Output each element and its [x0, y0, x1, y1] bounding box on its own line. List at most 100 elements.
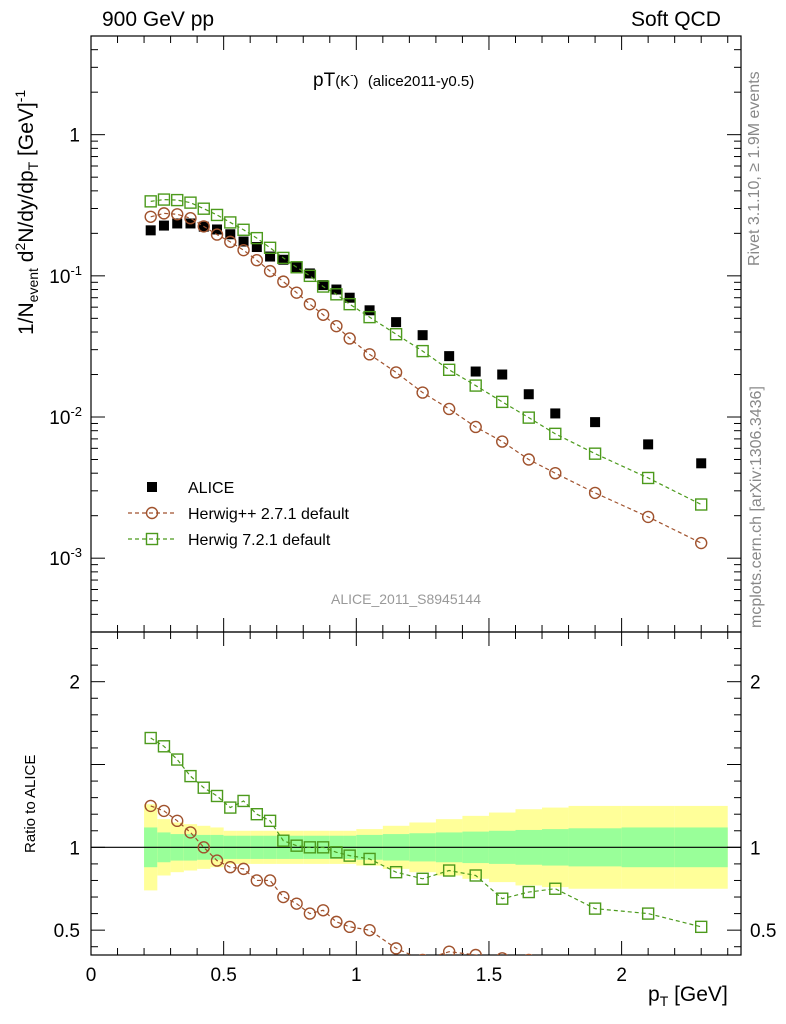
plot-title-main: pT: [313, 70, 336, 91]
main-point-series-0: [331, 284, 342, 295]
main-point-series-1: [303, 297, 317, 311]
main-point-series-2: [330, 288, 343, 301]
main-point-series-2: [263, 241, 277, 254]
y-tick-label-ratio-right: 2: [750, 673, 761, 694]
main-point-series-0: [643, 439, 654, 450]
axis-tick-labels: 0 0.5 1 1.5 2 1 10-1 10-2 10-3 0.5 0.5 1 1 2 2: [49, 126, 776, 986]
y-tick-label-ratio-left: 2: [69, 673, 80, 694]
main-point-series-0: [550, 408, 561, 419]
main-point-series-2: [210, 208, 224, 222]
main-point-series-2: [316, 280, 330, 293]
ratio-panel-frame: [90, 631, 742, 956]
ratio-point-series-1: [197, 781, 210, 794]
main-point-series-0: [497, 369, 508, 380]
ratio-point-series-0: [290, 897, 303, 910]
main-point-series-0: [364, 305, 375, 316]
main-point-series-1: [363, 348, 376, 361]
ratio-point-series-0: [469, 948, 482, 955]
ratio-point-series-0: [171, 814, 184, 828]
main-point-series-1: [469, 420, 482, 434]
ratio-point-series-0: [363, 923, 376, 937]
main-point-series-0: [696, 458, 707, 469]
plot-title-charge: -: [350, 70, 354, 82]
main-point-series-0: [225, 229, 236, 240]
main-point-series-2: [237, 223, 250, 236]
y-tick-label-main: 10-3: [49, 545, 82, 570]
main-point-series-2: [144, 195, 157, 208]
main-point-series-0: [158, 220, 169, 231]
ratio-point-series-0: [330, 915, 343, 929]
main-point-series-2: [549, 427, 562, 441]
header-right: Soft QCD: [631, 8, 721, 31]
main-point-series-0: [590, 417, 601, 428]
ratio-point-series-0: [303, 907, 317, 920]
ratio-point-series-0: [525, 953, 533, 955]
ratio-point-series-0: [643, 959, 654, 970]
x-axis-title: pT [GeV]: [648, 983, 728, 1009]
main-point-series-1: [496, 435, 509, 448]
ratio-point-series-1: [303, 841, 317, 854]
main-point-series-0: [145, 225, 156, 236]
plot-frames: [90, 35, 742, 956]
ratio-point-series-1: [389, 865, 403, 879]
legend-label-0: ALICE: [188, 480, 234, 497]
ratio-point-series-0: [696, 961, 707, 972]
main-point-series-2: [277, 251, 290, 265]
main-point-series-2: [363, 310, 376, 324]
main-point-series-1: [250, 254, 264, 267]
ratio-point-series-1: [416, 872, 429, 886]
ratio-point-series-0: [316, 904, 330, 917]
main-point-series-0: [470, 366, 481, 377]
main-point-series-2: [469, 379, 482, 392]
main-point-series-1: [343, 332, 356, 345]
main-point-series-0: [278, 254, 289, 265]
main-point-series-1: [210, 228, 224, 241]
ratio-point-series-1: [277, 834, 290, 847]
main-point-series-2: [695, 498, 708, 511]
main-point-series-1: [277, 275, 290, 288]
ratio-point-series-1: [496, 892, 509, 905]
ratio-point-series-0: [496, 952, 508, 955]
ratio-point-series-1: [343, 849, 356, 862]
ratio-series-group: [144, 731, 708, 972]
ratio-point-series-1: [184, 769, 197, 783]
ratio-point-series-1: [157, 740, 171, 753]
main-point-series-2: [171, 193, 184, 207]
ratio-point-series-0: [224, 861, 237, 874]
ratio-point-series-1: [224, 801, 237, 814]
ratio-point-series-1: [144, 731, 157, 745]
plot-title-tag: (alice2011-y0.5): [367, 73, 475, 90]
y-axis-sub3: T: [25, 161, 42, 171]
y-tick-label-ratio-right: 1: [750, 838, 761, 859]
main-point-series-0: [172, 218, 183, 229]
ratio-point-series-1: [549, 882, 562, 895]
ratio-point-series-1: [522, 885, 535, 899]
main-point-series-1: [330, 319, 343, 333]
ratio-point-series-1: [237, 794, 250, 808]
ratio-point-series-0: [277, 890, 290, 904]
y-axis-p1: 1/N: [15, 302, 38, 335]
main-point-series-1: [171, 208, 184, 221]
main-point-series-0: [391, 317, 402, 328]
side-label-mcplots: mcplots.cern.ch [arXiv:1306.3436]: [748, 386, 765, 628]
ratio-point-series-1: [588, 902, 602, 915]
legend: ALICE Herwig++ 2.7.1 default Herwig 7.2.1 …: [128, 480, 350, 549]
ratio-point-series-0: [197, 841, 210, 854]
main-point-series-1: [641, 510, 655, 524]
main-point-series-1: [263, 264, 277, 278]
main-point-series-1: [144, 210, 157, 223]
x-axis-p1: p: [648, 983, 660, 1006]
ratio-series-line-1: [150, 737, 702, 928]
main-point-series-1: [695, 536, 708, 550]
main-point-series-0: [265, 251, 276, 262]
analysis-watermark: ALICE_2011_S8945144: [331, 591, 481, 607]
x-axis-p2: [GeV]: [668, 983, 728, 1006]
ratio-point-series-0: [550, 956, 561, 967]
main-point-series-1: [184, 212, 197, 225]
plot-title: pT(K-) (alice2011-y0.5): [313, 70, 474, 92]
y-axis-title-lower: Ratio to ALICE: [22, 754, 39, 853]
ratio-point-series-1: [210, 789, 224, 803]
ratio-point-series-0: [144, 799, 157, 813]
main-point-series-0: [304, 268, 315, 279]
